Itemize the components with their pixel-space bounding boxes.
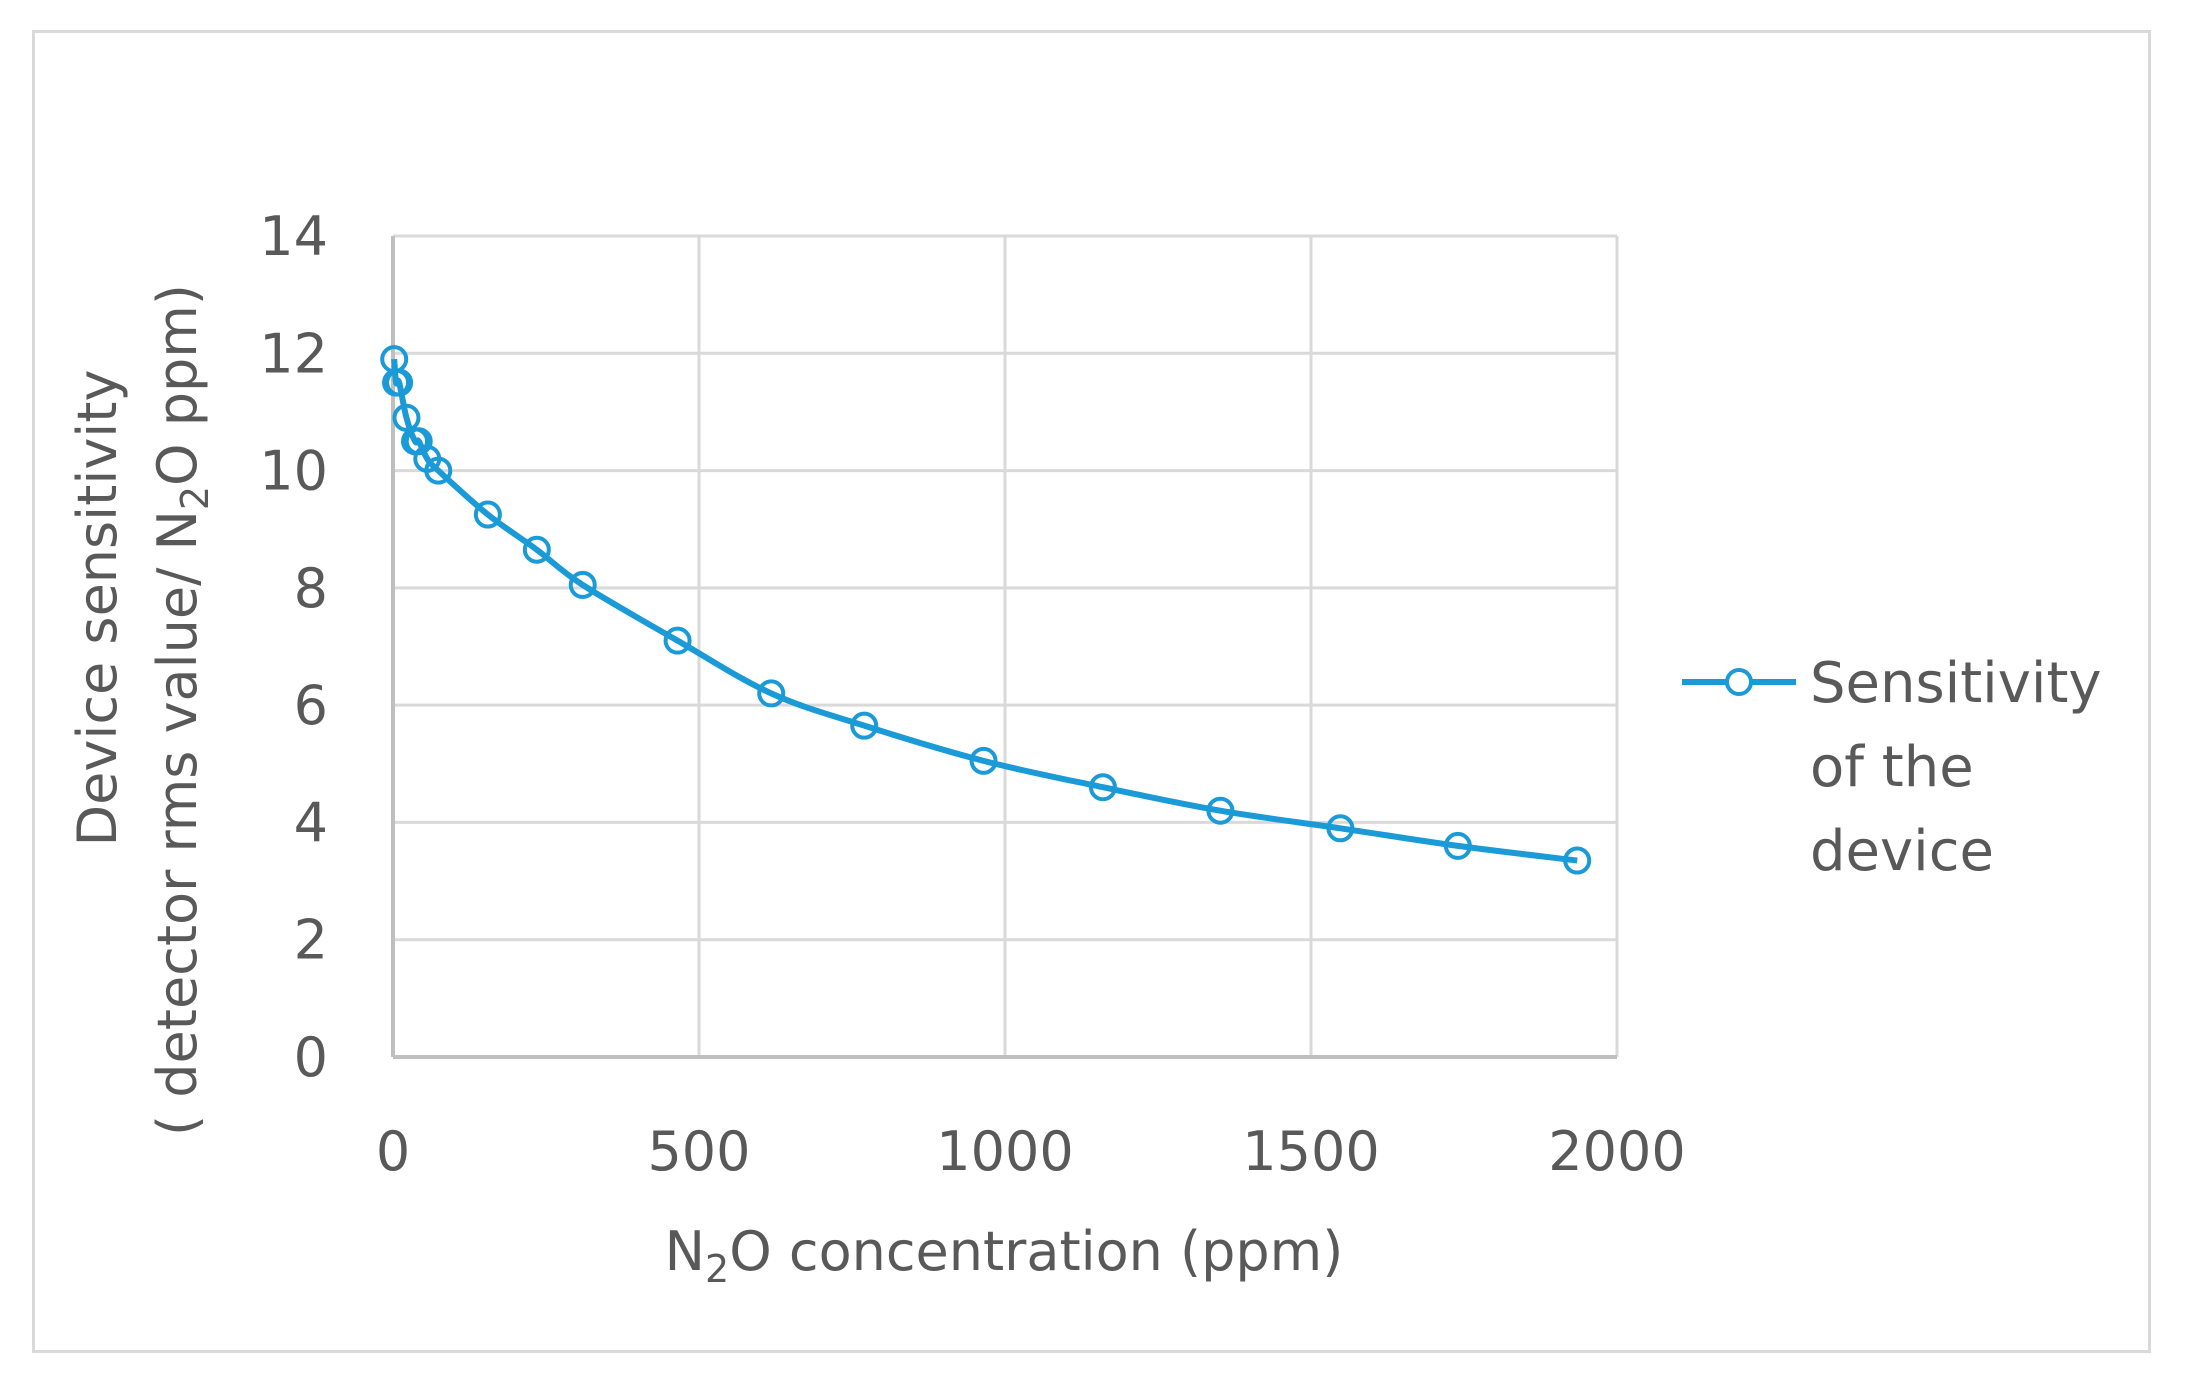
x-tick-label-1500: 1500: [1242, 1120, 1379, 1183]
data-point-13: [850, 711, 879, 740]
data-point-9: [522, 535, 551, 564]
chart-frame: [32, 30, 2151, 1353]
data-point-12: [757, 679, 786, 708]
x-tick-labels: 0 500 1000 1500 2000: [376, 1120, 1686, 1183]
data-point-15: [1088, 773, 1117, 802]
legend-label-line2: of the: [1810, 735, 1974, 800]
data-point-10: [568, 570, 597, 599]
data-point-17: [1326, 814, 1355, 843]
data-point-19: [1563, 846, 1592, 875]
data-point-8: [473, 500, 502, 529]
legend-label-line3: device: [1810, 819, 1994, 884]
legend-label-line1: Sensitivity: [1810, 651, 2102, 716]
y-tick-label-10: 10: [259, 440, 328, 503]
y-tick-label-8: 8: [294, 557, 328, 620]
legend-marker: [1725, 668, 1753, 696]
data-point-16: [1206, 796, 1235, 825]
data-point-18: [1443, 831, 1472, 860]
y-tick-labels: 0 2 4 6 8 10 12 14: [259, 205, 328, 1089]
series-line-0: [391, 358, 1578, 864]
y-tick-label-2: 2: [294, 909, 328, 972]
y-tick-label-12: 12: [259, 322, 328, 385]
data-point-2: [385, 368, 414, 397]
data-point-14: [969, 746, 998, 775]
data-point-0: [380, 345, 409, 374]
x-tick-label-0: 0: [376, 1120, 410, 1183]
y-tick-label-4: 4: [294, 791, 328, 854]
x-tick-label-1000: 1000: [936, 1120, 1073, 1183]
gridlines: [393, 234, 1619, 1057]
x-tick-label-500: 500: [647, 1120, 750, 1183]
y-tick-label-6: 6: [294, 674, 328, 737]
data-point-3: [392, 403, 421, 432]
x-axis-label: N2O concentration (ppm): [665, 1220, 1344, 1291]
x-tick-label-2000: 2000: [1548, 1120, 1685, 1183]
y-axis-label-line1: Device sensitivity: [66, 370, 129, 847]
series-layer: [380, 345, 1592, 875]
y-tick-label-14: 14: [259, 205, 328, 268]
legend: Sensitivity of the device: [1682, 651, 2102, 884]
data-point-7: [424, 456, 453, 485]
y-axis-label-line2: ( detector rms value/ N2O ppm): [146, 284, 217, 1136]
data-point-11: [663, 626, 692, 655]
y-tick-label-0: 0: [294, 1026, 328, 1089]
